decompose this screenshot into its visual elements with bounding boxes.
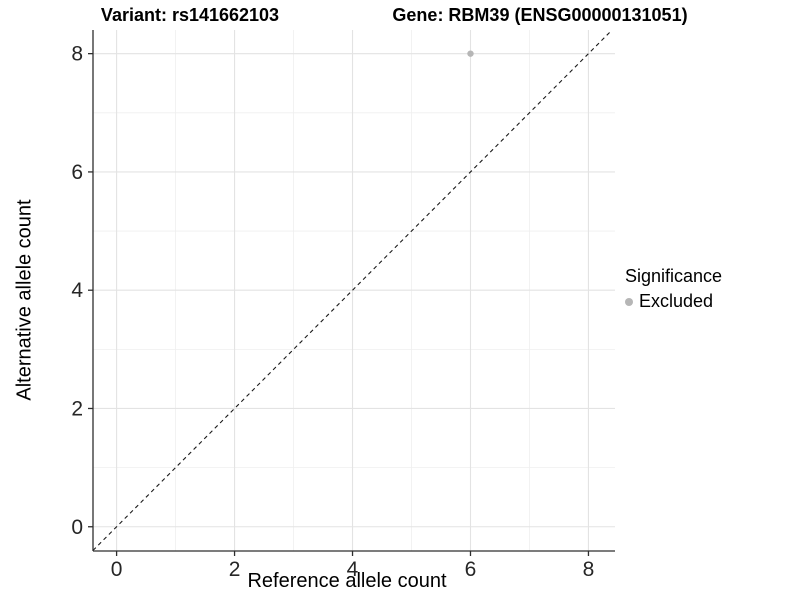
x-tick-label: 4	[347, 558, 359, 581]
y-tick-label: 6	[71, 161, 83, 184]
legend-item-label: Excluded	[639, 291, 714, 311]
x-axis-title: Reference allele count	[247, 570, 447, 592]
x-tick-label: 0	[111, 558, 123, 581]
x-tick-label: 8	[583, 558, 595, 581]
plot-title-gene: Gene: RBM39 (ENSG00000131051)	[392, 5, 688, 25]
y-tick-label: 2	[71, 397, 83, 420]
y-tick-label: 0	[71, 516, 83, 539]
data-point	[467, 50, 474, 57]
x-tick-label: 6	[465, 558, 477, 581]
x-tick-label: 2	[229, 558, 241, 581]
plot-title-variant: Variant: rs141662103	[100, 5, 280, 25]
legend-title: Significance	[625, 266, 723, 286]
y-tick-label: 8	[71, 43, 83, 66]
legend-item-excluded: Excluded	[625, 291, 722, 312]
y-axis-title: Alternative allele count	[13, 199, 36, 401]
excluded-point-icon	[625, 297, 633, 306]
legend: Significance Excluded	[625, 266, 722, 312]
y-tick-label: 4	[71, 279, 83, 302]
identity-dashed-line	[92, 29, 613, 551]
